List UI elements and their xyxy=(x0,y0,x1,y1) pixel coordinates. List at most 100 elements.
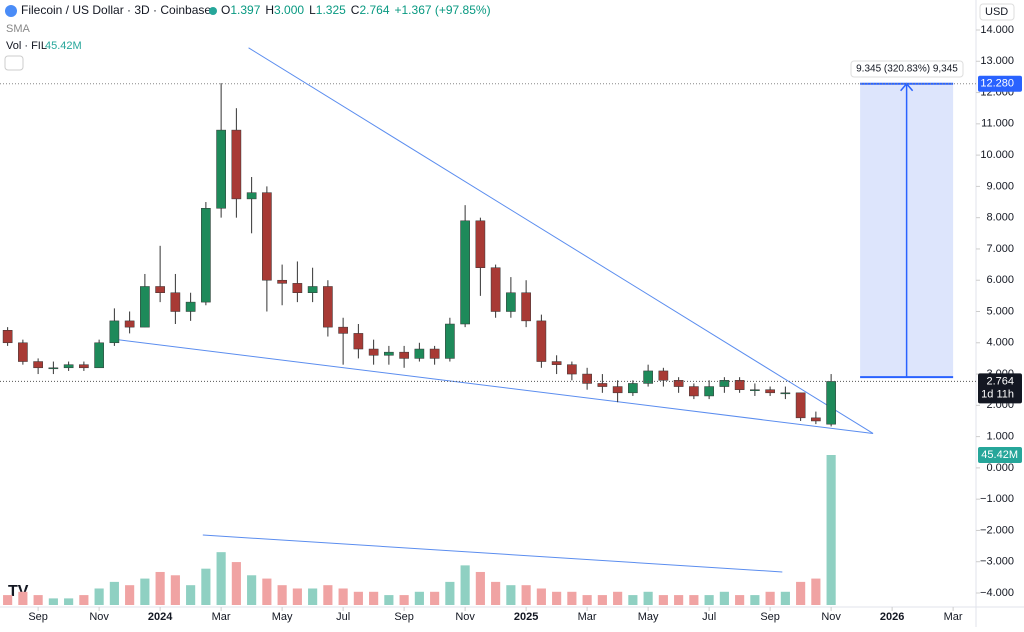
candle-body xyxy=(292,283,303,293)
candle-body xyxy=(63,364,74,369)
volume-bar xyxy=(613,591,623,605)
readout-value: 1.397 xyxy=(230,3,260,17)
x-tick-label: May xyxy=(638,611,659,623)
volume-bar xyxy=(475,571,485,605)
candle-body xyxy=(551,361,562,365)
volume-bar xyxy=(399,595,409,605)
volume-bar xyxy=(780,591,790,605)
volume-bar xyxy=(170,575,180,605)
volume-bar xyxy=(216,552,226,605)
candle-body xyxy=(368,348,379,356)
volume-label[interactable]: Vol · FIL xyxy=(6,40,47,52)
y-tick-label: −2.000 xyxy=(980,524,1014,536)
candle-body xyxy=(323,286,333,328)
candle-body xyxy=(567,364,577,375)
currency[interactable]: USD xyxy=(985,6,1008,18)
readout-label: L xyxy=(309,3,316,17)
y-tick-label: 9.000 xyxy=(986,180,1014,192)
candle-body xyxy=(582,373,592,384)
candle-body xyxy=(612,386,623,394)
measure-label-bg xyxy=(850,60,964,78)
y-tick-label: 5.000 xyxy=(986,305,1014,317)
volume-bar xyxy=(796,581,806,605)
volume-bar xyxy=(414,591,424,605)
volume-bar xyxy=(811,578,821,605)
candle-body xyxy=(460,220,470,325)
volume-bar xyxy=(735,595,745,605)
volume-bar xyxy=(155,571,165,605)
candle-body xyxy=(719,380,730,387)
volume-bar xyxy=(430,591,440,605)
volume-trendline xyxy=(202,534,783,573)
x-tick-label: Jul xyxy=(702,611,716,623)
candle-body xyxy=(384,351,394,356)
y-tick-label: 6.000 xyxy=(986,274,1014,286)
candle-body xyxy=(765,389,775,394)
volume-bar xyxy=(201,568,211,605)
candle-body xyxy=(48,367,59,370)
x-tick-label: Sep xyxy=(394,611,414,623)
candle-body xyxy=(475,220,486,268)
candle-body xyxy=(18,342,28,362)
y-tick-label: −1.000 xyxy=(980,493,1014,505)
status-dot xyxy=(209,7,217,15)
indicator-label[interactable]: SMA xyxy=(6,23,31,35)
volume-flag-label: 45.42M xyxy=(981,449,1018,461)
candle-body xyxy=(399,351,409,359)
candle-body xyxy=(506,292,516,312)
x-tick-label: Sep xyxy=(760,611,780,623)
title[interactable]: Filecoin / US Dollar · 3D · Coinbase xyxy=(21,3,211,17)
volume-bar xyxy=(521,585,531,605)
volume-bar xyxy=(109,581,119,605)
volume-bar xyxy=(826,455,836,605)
volume-bar xyxy=(338,588,348,605)
candle-body xyxy=(414,348,425,359)
volume-bar xyxy=(277,585,287,605)
y-tick-label: 4.000 xyxy=(986,337,1014,349)
volume-bar xyxy=(369,591,379,605)
volume-bar xyxy=(628,595,638,605)
candle-body xyxy=(826,381,836,425)
trendline xyxy=(117,339,874,434)
candle-body xyxy=(231,129,242,200)
x-tick-label: May xyxy=(272,611,293,623)
readout-value: 3.000 xyxy=(274,3,304,17)
volume-bar xyxy=(140,578,150,605)
candle-body xyxy=(780,392,791,395)
candle-body xyxy=(94,342,104,369)
volume-bar xyxy=(308,588,318,605)
candle-body xyxy=(429,348,440,359)
volume-bar xyxy=(582,595,592,605)
x-tick-label: Mar xyxy=(212,611,231,623)
last-price-label: 2.764 xyxy=(986,375,1014,387)
x-tick-label: 2024 xyxy=(148,611,173,623)
candle-body xyxy=(704,386,714,397)
x-tick-label: Nov xyxy=(89,611,109,623)
volume-bar xyxy=(48,598,58,605)
volume-bar xyxy=(323,585,333,605)
volume-bar xyxy=(33,595,43,605)
collapse-button[interactable] xyxy=(4,55,24,71)
volume-bar xyxy=(750,595,760,605)
candle-body xyxy=(353,333,364,350)
candle-body xyxy=(185,301,196,312)
volume-bar xyxy=(765,591,775,605)
currency-button[interactable] xyxy=(979,3,1015,21)
candle-body xyxy=(658,370,669,381)
volume-bar xyxy=(567,591,577,605)
candle-body xyxy=(445,323,455,359)
volume-bar xyxy=(384,595,394,605)
candle-body xyxy=(307,286,318,293)
volume-flag xyxy=(978,447,1022,463)
x-tick-label: 2026 xyxy=(880,611,904,623)
coin-icon xyxy=(5,5,17,17)
x-tick-label: Nov xyxy=(821,611,841,623)
volume-bar xyxy=(491,581,501,605)
candle-body xyxy=(246,192,257,200)
y-tick-label: −3.000 xyxy=(980,556,1014,568)
volume-bar xyxy=(79,595,89,605)
y-tick-label: 7.000 xyxy=(986,243,1014,255)
candle-body xyxy=(734,380,745,390)
